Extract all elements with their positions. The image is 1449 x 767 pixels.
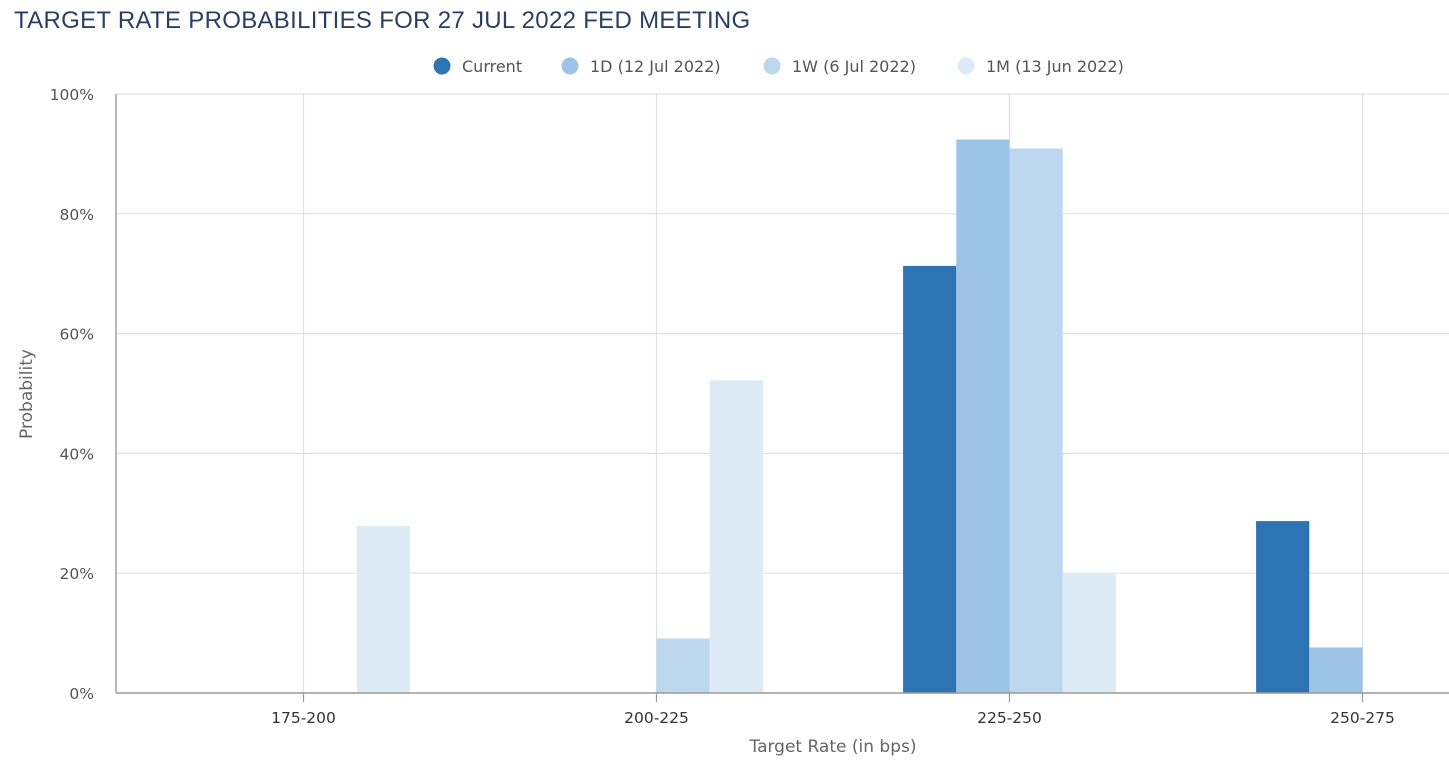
bar[interactable]: [656, 638, 710, 693]
x-tick-label: 200-225: [624, 709, 689, 727]
bar[interactable]: [709, 380, 763, 693]
bar[interactable]: [1009, 148, 1063, 693]
y-axis-label: Probability: [17, 349, 37, 439]
x-tick-label: 225-250: [977, 709, 1042, 727]
y-tick-label: 0%: [69, 685, 94, 703]
y-tick-label: 100%: [50, 86, 94, 104]
x-tick-label: 250-275: [1330, 709, 1395, 727]
legend-marker: [433, 57, 451, 75]
legend-marker: [763, 57, 781, 75]
legend-item[interactable]: Current: [433, 57, 523, 76]
legend-label: 1M (13 Jun 2022): [986, 57, 1124, 76]
legend-marker: [957, 57, 975, 75]
legend-marker: [561, 57, 579, 75]
bar[interactable]: [956, 139, 1010, 694]
x-axis-label: Target Rate (in bps): [749, 737, 917, 757]
legend-item[interactable]: 1D (12 Jul 2022): [561, 57, 721, 76]
legend-item[interactable]: 1M (13 Jun 2022): [957, 57, 1124, 76]
bar[interactable]: [356, 525, 410, 693]
legend-label: Current: [462, 57, 522, 76]
y-tick-label: 20%: [60, 565, 94, 583]
axes: [115, 94, 1449, 694]
legend-label: 1D (12 Jul 2022): [590, 57, 721, 76]
legend: Current 1D (12 Jul 2022) 1W (6 Jul 2022) 1M…: [433, 57, 1124, 76]
gridlines: [116, 93, 1449, 693]
bar[interactable]: [1062, 573, 1116, 693]
bar[interactable]: [1256, 521, 1310, 693]
y-tick-label: 80%: [60, 206, 94, 224]
bars: [356, 139, 1363, 694]
x-tick-label: 175-200: [271, 709, 336, 727]
bar[interactable]: [903, 265, 957, 693]
bar[interactable]: [1309, 647, 1363, 693]
legend-label: 1W (6 Jul 2022): [792, 57, 916, 76]
legend-item[interactable]: 1W (6 Jul 2022): [763, 57, 916, 76]
tick-labels: 0% 20% 40% 60% 80% 100% 175-200 200-225 225-250 2…: [50, 86, 1395, 727]
chart-title: TARGET RATE PROBABILITIES FOR 27 JUL 202…: [14, 7, 751, 34]
y-tick-label: 60%: [60, 326, 94, 344]
y-tick-label: 40%: [60, 445, 94, 463]
